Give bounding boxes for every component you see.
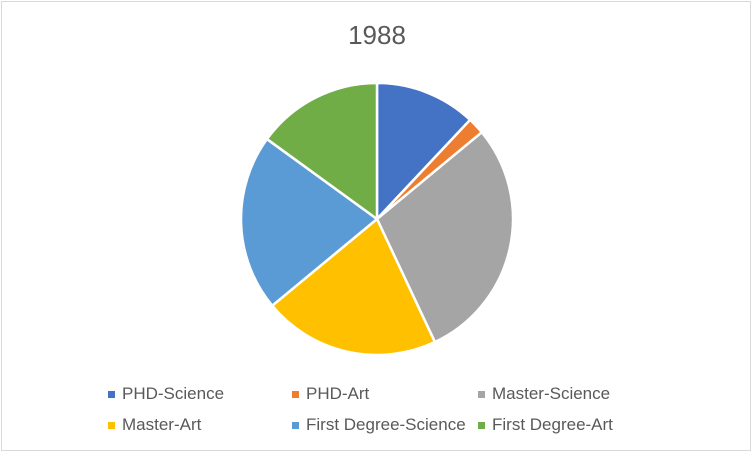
legend-label: First Degree-Science [306, 415, 466, 434]
legend-item-phd-science: PHD-Science [108, 384, 224, 404]
legend-item-first-degree-science: First Degree-Science [292, 415, 466, 435]
pie-slice-phd-science [375, 81, 472, 221]
legend-label: PHD-Science [122, 384, 225, 403]
pie-slice-master-art [270, 217, 437, 357]
legend-label: PHD-Art [306, 384, 370, 403]
pie-slice-first-degree-art [265, 81, 379, 221]
legend-swatch [292, 421, 299, 429]
legend-swatch [108, 390, 115, 398]
legend-label: First Degree-Art [492, 415, 613, 434]
chart-title: 1988 [348, 20, 406, 50]
legend-swatch [478, 390, 485, 398]
legend-item-master-science: Master-Science [478, 384, 610, 404]
legend-swatch [478, 421, 485, 429]
pie-slices [239, 81, 515, 357]
legend-label: Master-Art [122, 415, 202, 434]
legend-swatch [108, 421, 115, 429]
legend-label: Master-Science [492, 384, 611, 403]
legend-item-master-art: Master-Art [108, 415, 201, 435]
pie-slice-first-degree-science [239, 137, 379, 307]
legend-item-phd-art: PHD-Art [292, 384, 369, 404]
legend-item-first-degree-art: First Degree-Art [478, 415, 613, 435]
legend-swatch [292, 390, 299, 398]
